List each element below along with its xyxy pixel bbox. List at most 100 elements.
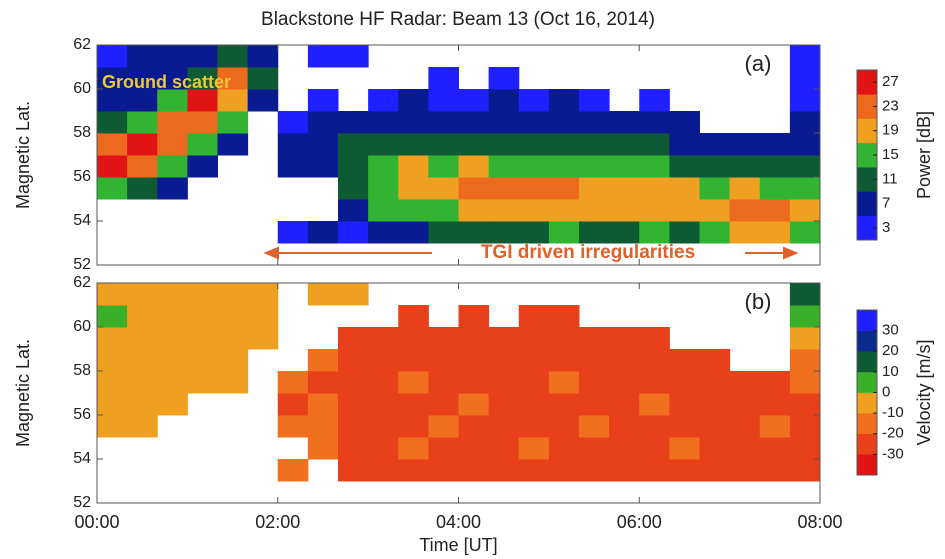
colorbar-segment [857, 191, 877, 217]
y-tick-label: 56 [73, 406, 91, 423]
heatmap-cell [609, 393, 640, 416]
heatmap-cell [699, 349, 731, 372]
heatmap-cell [217, 349, 249, 372]
heatmap-cell [157, 155, 188, 178]
x-tick-label: 06:00 [617, 512, 662, 532]
heatmap-cell [729, 133, 761, 156]
heatmap-cell [307, 89, 339, 112]
heatmap-cell [729, 437, 761, 460]
heatmap-cell [518, 371, 550, 394]
heatmap-cell [368, 393, 399, 416]
heatmap-cell [97, 45, 128, 68]
heatmap-cell [307, 283, 339, 306]
heatmap-cell [488, 327, 520, 350]
heatmap-cell [127, 305, 158, 328]
colorbar-segment [857, 392, 877, 414]
heatmap-cell [759, 371, 791, 394]
colorbar-segment [857, 142, 877, 168]
heatmap-cell [398, 415, 429, 438]
heatmap-cell [578, 349, 610, 372]
heatmap-cell [458, 327, 490, 350]
heatmap-cell [729, 459, 761, 482]
heatmap-cell [398, 89, 429, 112]
heatmap-cell [578, 177, 610, 200]
heatmap-cell [609, 415, 640, 438]
heatmap-cell [368, 221, 399, 244]
heatmap-cell [639, 371, 670, 394]
heatmap-cell [307, 349, 339, 372]
heatmap-cell [548, 111, 580, 134]
heatmap-cell [609, 371, 640, 394]
heatmap-cell [398, 371, 429, 394]
heatmap-cell [398, 155, 429, 178]
heatmap-cell [307, 415, 339, 438]
heatmap-cell [488, 155, 520, 178]
heatmap-cell [548, 459, 580, 482]
colorbar-segment [857, 351, 877, 373]
heatmap-cell [488, 89, 520, 112]
colorbar-label: Velocity [m/s] [914, 339, 934, 445]
heatmap-cell [307, 133, 339, 156]
heatmap-cell [338, 459, 369, 482]
heatmap-cell [368, 133, 399, 156]
heatmap-cell [307, 221, 339, 244]
heatmap-cell [157, 349, 188, 372]
heatmap-cell [217, 45, 249, 68]
heatmap-cell [669, 177, 701, 200]
heatmap-cell [428, 349, 459, 372]
heatmap-cell [578, 133, 610, 156]
heatmap-cell [789, 393, 821, 416]
heatmap-cell [639, 459, 670, 482]
panel-label: (b) [745, 289, 772, 314]
heatmap-cell [729, 177, 761, 200]
y-tick-label: 54 [73, 212, 91, 229]
heatmap-cell [277, 133, 309, 156]
heatmap-cell [368, 111, 399, 134]
heatmap-cell [789, 45, 821, 68]
heatmap-cell [639, 133, 670, 156]
heatmap-cell [759, 221, 791, 244]
heatmap-cell [518, 393, 550, 416]
heatmap-cell [548, 305, 580, 328]
heatmap-cell [398, 437, 429, 460]
heatmap-cell [97, 67, 128, 90]
heatmap-cell [669, 221, 701, 244]
heatmap-cell [548, 415, 580, 438]
heatmap-cell [97, 283, 128, 306]
heatmap-cell [548, 393, 580, 416]
heatmap-cell [518, 155, 550, 178]
heatmap-cell [639, 221, 670, 244]
heatmap-cell [127, 177, 158, 200]
heatmap-cell [458, 133, 490, 156]
colorbar-segment [857, 371, 877, 393]
heatmap-cell [609, 349, 640, 372]
heatmap-cell [277, 459, 309, 482]
heatmap-cell [187, 89, 218, 112]
heatmap-cell [458, 349, 490, 372]
colorbar-tick-label: -30 [882, 445, 904, 462]
heatmap-cell [789, 199, 821, 222]
heatmap-cell [187, 45, 218, 68]
heatmap-cell [157, 89, 188, 112]
heatmap-cell [338, 349, 369, 372]
heatmap-cell [247, 327, 279, 350]
heatmap-cell [368, 327, 399, 350]
heatmap-cell [518, 415, 550, 438]
heatmap-cell [609, 111, 640, 134]
colorbar-tick-label: 7 [882, 195, 890, 212]
colorbar-tick-label: 11 [882, 170, 898, 187]
heatmap-cell [277, 393, 309, 416]
heatmap-cell [759, 415, 791, 438]
colorbar-tick-label: 0 [882, 383, 890, 400]
heatmap-cell [729, 371, 761, 394]
heatmap-cell [548, 133, 580, 156]
heatmap-cell [669, 349, 701, 372]
heatmap-cell [548, 349, 580, 372]
heatmap-cell [548, 199, 580, 222]
heatmap-cell [187, 133, 218, 156]
heatmap-cell [789, 133, 821, 156]
heatmap-cell [187, 283, 218, 306]
heatmap-cell [488, 221, 520, 244]
heatmap-cell [789, 459, 821, 482]
heatmap-cell [217, 67, 249, 90]
